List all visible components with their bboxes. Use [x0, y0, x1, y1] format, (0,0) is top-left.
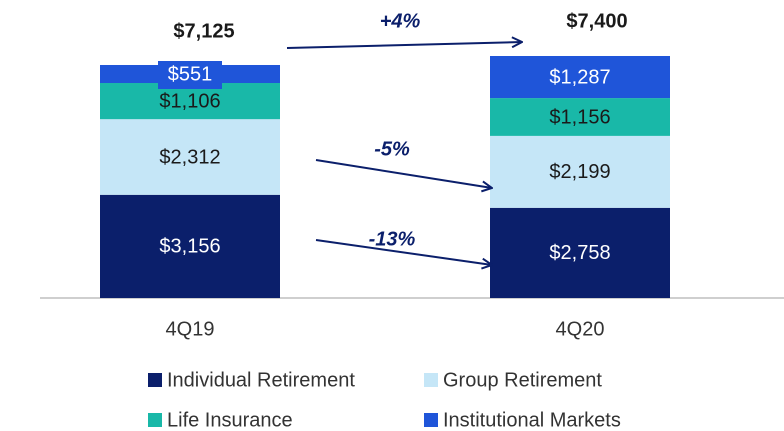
legend-swatch — [148, 373, 162, 387]
x-tick-label: 4Q19 — [166, 318, 215, 340]
value-label: $2,199 — [549, 161, 610, 183]
value-label: $1,106 — [159, 90, 220, 112]
bar-segment — [100, 119, 280, 195]
value-label: $2,758 — [549, 242, 610, 264]
bar-segment — [100, 83, 280, 120]
value-label: $2,312 — [159, 146, 220, 168]
change-arrow — [286, 42, 522, 49]
total-label: $7,125 — [173, 20, 234, 42]
bar-segment — [100, 194, 280, 298]
bar-segment — [490, 56, 670, 99]
x-tick-label: 4Q20 — [556, 318, 605, 340]
legend-label: Institutional Markets — [443, 409, 621, 431]
label-background — [158, 61, 222, 90]
value-label: $1,287 — [549, 66, 610, 88]
value-label: $1,156 — [549, 106, 610, 128]
change-label: -13% — [369, 228, 416, 250]
legend-label: Individual Retirement — [167, 369, 355, 391]
legend-swatch — [424, 413, 438, 427]
legend-swatch — [424, 373, 438, 387]
change-arrow — [315, 159, 492, 188]
bar-segment — [490, 207, 670, 298]
change-arrow — [315, 239, 492, 265]
legend-label: Life Insurance — [167, 409, 293, 431]
legend-label: Group Retirement — [443, 369, 602, 391]
value-label: $551 — [168, 63, 213, 85]
bar-segment — [490, 98, 670, 136]
value-label: $3,156 — [159, 236, 220, 258]
bar-segment — [490, 135, 670, 208]
total-label: $7,400 — [566, 10, 627, 32]
legend-swatch — [148, 413, 162, 427]
change-label: +4% — [380, 10, 421, 32]
change-label: -5% — [374, 138, 410, 160]
